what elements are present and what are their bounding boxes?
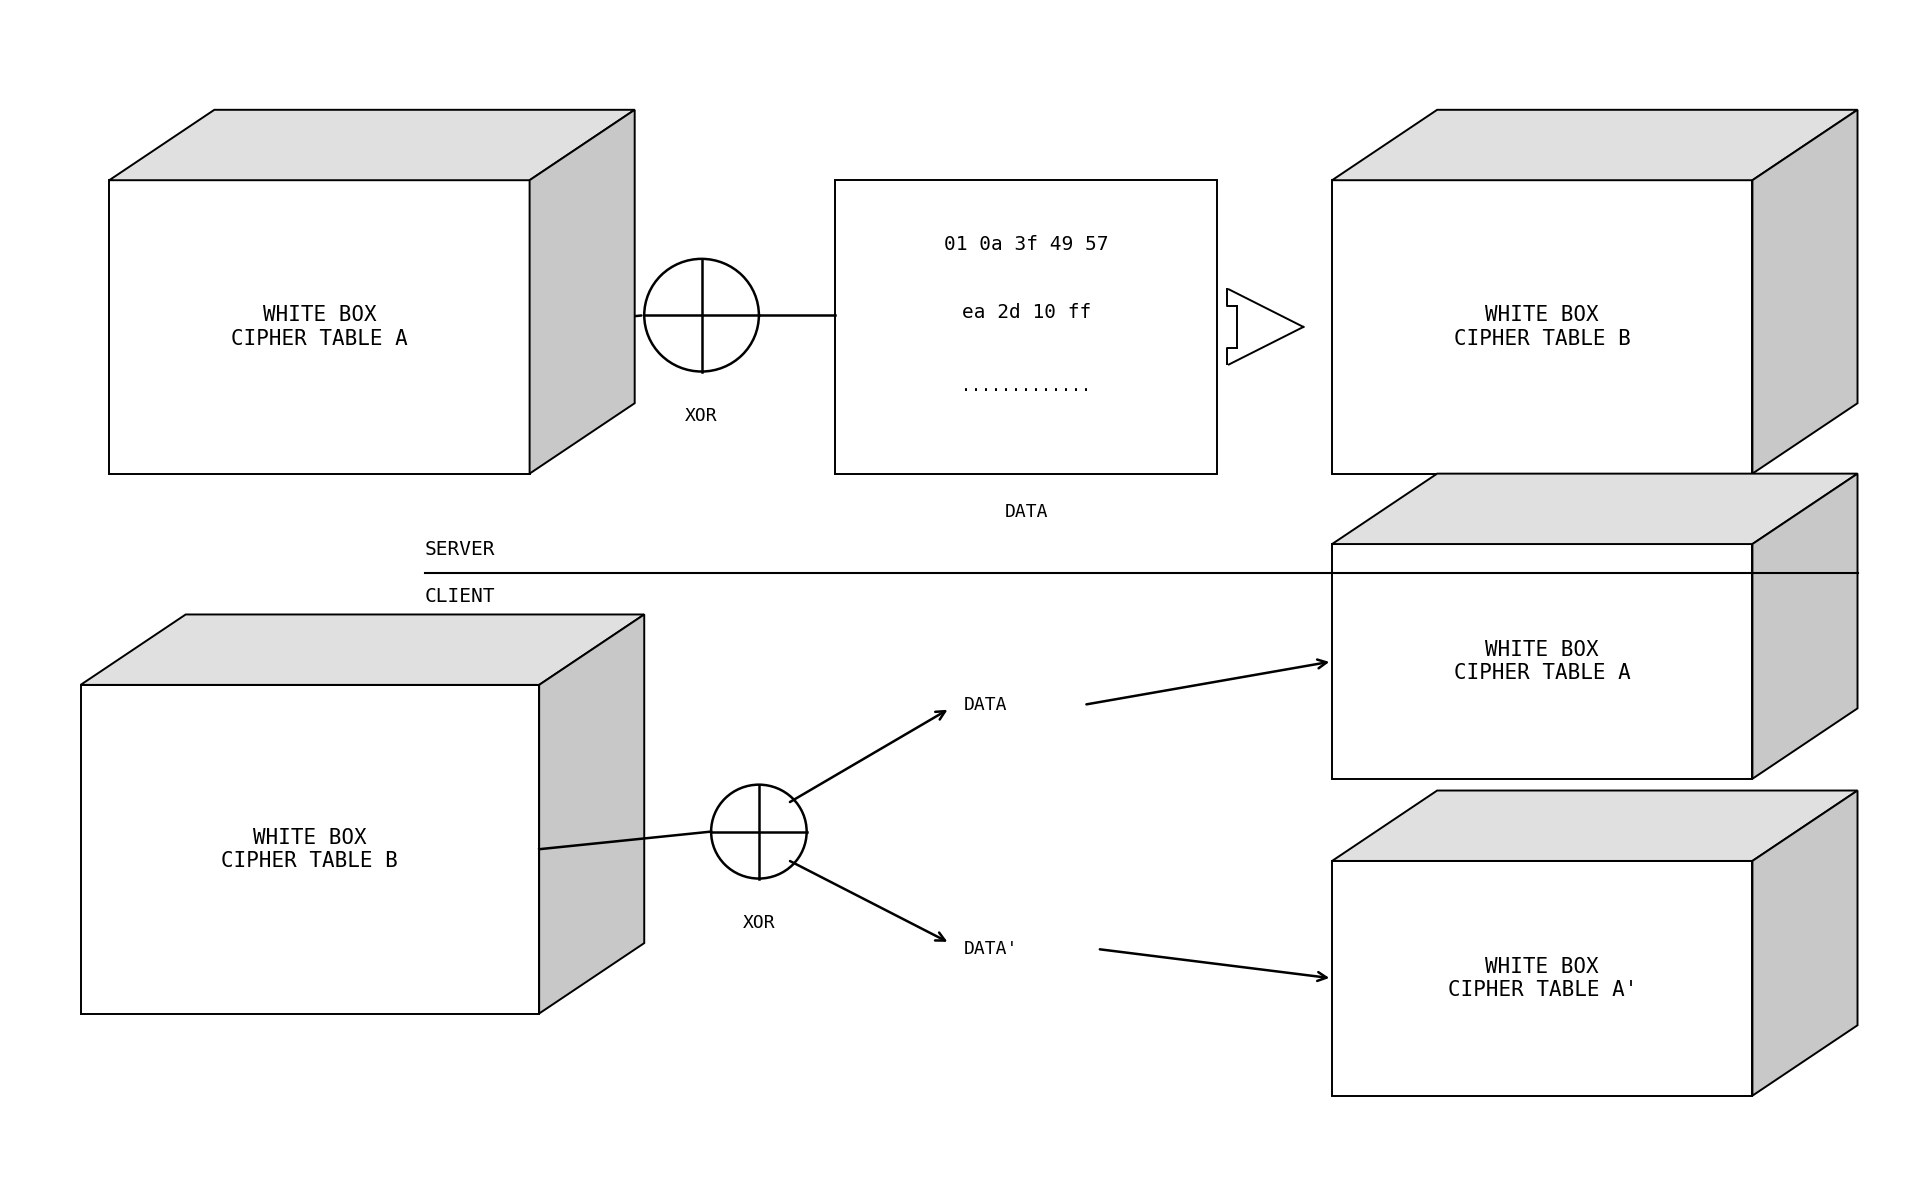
Polygon shape [109,180,530,474]
Polygon shape [1332,474,1858,544]
Text: SERVER: SERVER [424,540,495,559]
Text: 01 0a 3f 49 57: 01 0a 3f 49 57 [944,235,1109,254]
Polygon shape [1332,110,1858,180]
Text: DATA: DATA [963,696,1007,714]
Text: DATA: DATA [1006,504,1048,521]
Polygon shape [1752,791,1858,1096]
Text: CLIENT: CLIENT [424,587,495,606]
Polygon shape [539,615,645,1013]
Polygon shape [81,684,539,1013]
Polygon shape [530,110,635,474]
Text: WHITE BOX
CIPHER TABLE A: WHITE BOX CIPHER TABLE A [1455,639,1631,683]
Text: WHITE BOX
CIPHER TABLE A: WHITE BOX CIPHER TABLE A [230,305,409,349]
Text: ea 2d 10 ff: ea 2d 10 ff [961,303,1092,322]
Text: WHITE BOX
CIPHER TABLE A': WHITE BOX CIPHER TABLE A' [1447,956,1637,1000]
Polygon shape [835,180,1217,474]
Polygon shape [81,615,645,684]
Text: .............: ............. [961,377,1092,395]
Text: DATA': DATA' [963,940,1017,957]
Polygon shape [1332,180,1752,474]
Polygon shape [1332,791,1858,860]
Polygon shape [109,110,635,180]
Text: XOR: XOR [685,407,718,424]
Polygon shape [1752,110,1858,474]
Text: WHITE BOX
CIPHER TABLE B: WHITE BOX CIPHER TABLE B [221,827,399,871]
Polygon shape [1332,544,1752,779]
Polygon shape [1752,474,1858,779]
Text: WHITE BOX
CIPHER TABLE B: WHITE BOX CIPHER TABLE B [1455,305,1631,349]
Polygon shape [1332,860,1752,1096]
Text: XOR: XOR [743,914,775,931]
